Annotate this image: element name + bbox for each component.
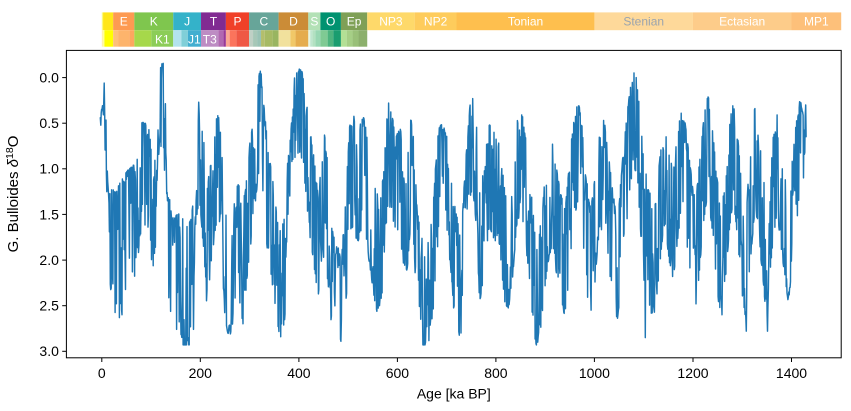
svg-text:J: J — [184, 15, 190, 29]
svg-text:O: O — [326, 15, 335, 29]
svg-text:NP2: NP2 — [424, 15, 448, 29]
svg-text:K1: K1 — [155, 33, 170, 47]
svg-text:T3: T3 — [203, 33, 217, 47]
svg-text:P: P — [233, 15, 241, 29]
svg-text:2.5: 2.5 — [39, 298, 59, 314]
svg-text:Tonian: Tonian — [508, 15, 543, 29]
svg-text:D: D — [289, 15, 298, 29]
svg-text:G. Bulloides δ18O: G. Bulloides δ18O — [4, 136, 22, 253]
svg-text:200: 200 — [189, 365, 213, 381]
svg-text:C: C — [259, 15, 268, 29]
svg-text:K: K — [150, 15, 158, 29]
svg-text:E: E — [120, 15, 128, 29]
svg-text:T: T — [210, 15, 218, 29]
svg-text:800: 800 — [484, 365, 508, 381]
svg-text:1400: 1400 — [776, 365, 807, 381]
svg-text:1000: 1000 — [579, 365, 610, 381]
svg-text:Age [ka BP]: Age [ka BP] — [417, 386, 491, 402]
svg-text:1200: 1200 — [677, 365, 708, 381]
svg-text:MP1: MP1 — [804, 15, 829, 29]
svg-text:0.5: 0.5 — [39, 115, 59, 131]
svg-text:Ectasian: Ectasian — [719, 15, 765, 29]
svg-text:0: 0 — [98, 365, 106, 381]
svg-text:3.0: 3.0 — [39, 343, 59, 359]
svg-text:1.0: 1.0 — [39, 161, 59, 177]
svg-text:J1: J1 — [188, 33, 201, 47]
svg-text:600: 600 — [386, 365, 410, 381]
svg-text:2.0: 2.0 — [39, 252, 59, 268]
svg-text:S: S — [310, 15, 318, 29]
svg-text:1.5: 1.5 — [39, 206, 59, 222]
svg-text:NP3: NP3 — [379, 15, 403, 29]
svg-text:0.0: 0.0 — [39, 70, 59, 86]
svg-text:Ep: Ep — [347, 15, 362, 29]
svg-text:400: 400 — [287, 365, 311, 381]
svg-text:Stenian: Stenian — [623, 15, 664, 29]
